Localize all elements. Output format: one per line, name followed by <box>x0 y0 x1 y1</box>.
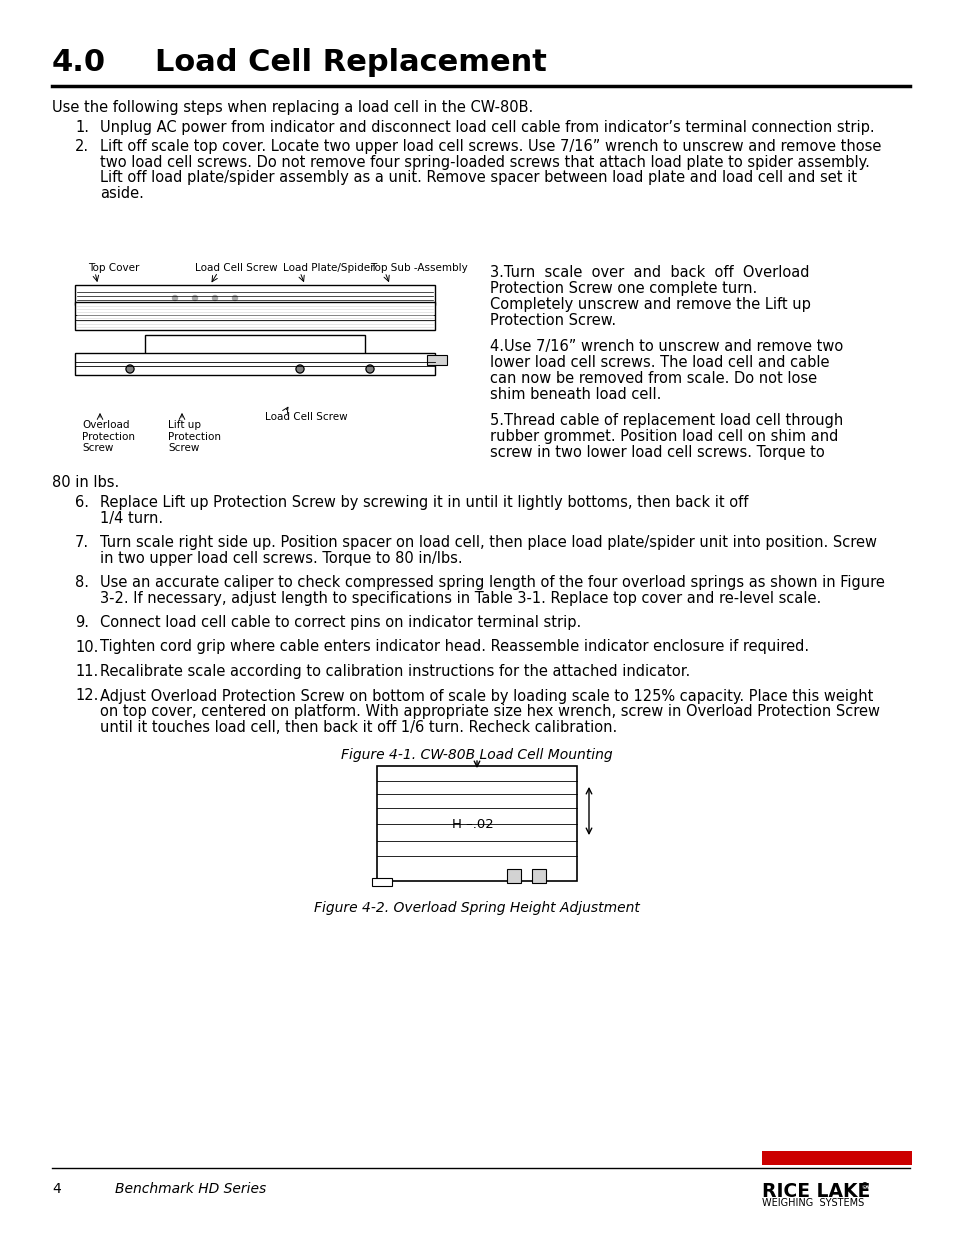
Text: Use the following steps when replacing a load cell in the CW-80B.: Use the following steps when replacing a… <box>52 100 533 115</box>
Circle shape <box>233 295 237 300</box>
Text: Top Cover: Top Cover <box>88 263 139 273</box>
Text: Protection Screw.: Protection Screw. <box>490 312 616 329</box>
Bar <box>75 303 435 330</box>
Text: Overload
Protection
Screw: Overload Protection Screw <box>82 420 135 453</box>
Text: shim beneath load cell.: shim beneath load cell. <box>490 387 660 403</box>
Text: 7.: 7. <box>75 535 89 550</box>
Text: Load Cell Screw: Load Cell Screw <box>265 412 347 422</box>
Text: H –.02: H –.02 <box>452 818 494 830</box>
Text: Lift off load plate/spider assembly as a unit. Remove spacer between load plate : Lift off load plate/spider assembly as a… <box>100 170 856 185</box>
Text: WEIGHING  SYSTEMS: WEIGHING SYSTEMS <box>761 1198 863 1208</box>
Text: Lift off scale top cover. Locate two upper load cell screws. Use 7/16” wrench to: Lift off scale top cover. Locate two upp… <box>100 140 881 154</box>
Text: can now be removed from scale. Do not lose: can now be removed from scale. Do not lo… <box>490 370 817 387</box>
Text: screw in two lower load cell screws. Torque to: screw in two lower load cell screws. Tor… <box>490 445 824 459</box>
Text: Protection Screw one complete turn.: Protection Screw one complete turn. <box>490 282 757 296</box>
Text: in two upper load cell screws. Torque to 80 in/lbs.: in two upper load cell screws. Torque to… <box>100 551 462 566</box>
Text: lower load cell screws. The load cell and cable: lower load cell screws. The load cell an… <box>490 354 828 370</box>
Text: 9.: 9. <box>75 615 89 630</box>
Text: until it touches load cell, then back it off 1/6 turn. Recheck calibration.: until it touches load cell, then back it… <box>100 720 617 735</box>
Bar <box>75 353 435 375</box>
Text: ®: ® <box>859 1182 869 1192</box>
Bar <box>506 869 520 883</box>
Text: aside.: aside. <box>100 185 144 200</box>
Bar <box>427 354 447 366</box>
Bar <box>145 335 365 354</box>
Text: 1/4 turn.: 1/4 turn. <box>100 510 163 526</box>
Text: Replace Lift up Protection Screw by screwing it in until it lightly bottoms, the: Replace Lift up Protection Screw by scre… <box>100 495 747 510</box>
Bar <box>376 766 577 881</box>
Text: Connect load cell cable to correct pins on indicator terminal strip.: Connect load cell cable to correct pins … <box>100 615 580 630</box>
Text: Lift up
Protection
Screw: Lift up Protection Screw <box>168 420 221 453</box>
Text: Use an accurate caliper to check compressed spring length of the four overload s: Use an accurate caliper to check compres… <box>100 576 884 590</box>
Text: 10.: 10. <box>75 640 98 655</box>
Circle shape <box>172 295 177 300</box>
Text: Tighten cord grip where cable enters indicator head. Reassemble indicator enclos: Tighten cord grip where cable enters ind… <box>100 640 808 655</box>
Bar <box>532 869 545 883</box>
Text: Recalibrate scale according to calibration instructions for the attached indicat: Recalibrate scale according to calibrati… <box>100 664 690 679</box>
Text: 80 in lbs.: 80 in lbs. <box>52 475 119 490</box>
Text: 4.0: 4.0 <box>52 48 106 77</box>
Text: 3-2. If necessary, adjust length to specifications in Table 3-1. Replace top cov: 3-2. If necessary, adjust length to spec… <box>100 590 821 605</box>
Circle shape <box>366 366 374 373</box>
Text: rubber grommet. Position load cell on shim and: rubber grommet. Position load cell on sh… <box>490 429 838 445</box>
Text: Figure 4-1. CW-80B Load Cell Mounting: Figure 4-1. CW-80B Load Cell Mounting <box>341 748 612 762</box>
Bar <box>372 878 392 885</box>
Bar <box>761 1151 911 1165</box>
Text: 6.: 6. <box>75 495 89 510</box>
Text: 3.Turn  scale  over  and  back  off  Overload: 3.Turn scale over and back off Overload <box>490 266 809 280</box>
Text: 5.Thread cable of replacement load cell through: 5.Thread cable of replacement load cell … <box>490 412 842 429</box>
Text: 4.Use 7/16” wrench to unscrew and remove two: 4.Use 7/16” wrench to unscrew and remove… <box>490 338 842 354</box>
Circle shape <box>213 295 217 300</box>
Bar <box>75 285 435 305</box>
Text: 12.: 12. <box>75 688 98 704</box>
Text: Load Cell Replacement: Load Cell Replacement <box>154 48 546 77</box>
Text: Top Sub -Assembly: Top Sub -Assembly <box>370 263 467 273</box>
Text: Benchmark HD Series: Benchmark HD Series <box>115 1182 266 1195</box>
Text: Turn scale right side up. Position spacer on load cell, then place load plate/sp: Turn scale right side up. Position space… <box>100 535 876 550</box>
Text: Figure 4-2. Overload Spring Height Adjustment: Figure 4-2. Overload Spring Height Adjus… <box>314 902 639 915</box>
Text: two load cell screws. Do not remove four spring-loaded screws that attach load p: two load cell screws. Do not remove four… <box>100 154 869 169</box>
Text: RICE LAKE: RICE LAKE <box>761 1182 869 1200</box>
Text: 2.: 2. <box>75 140 89 154</box>
Text: Load Plate/Spider: Load Plate/Spider <box>283 263 375 273</box>
Text: on top cover, centered on platform. With appropriate size hex wrench, screw in O: on top cover, centered on platform. With… <box>100 704 879 719</box>
Text: 8.: 8. <box>75 576 89 590</box>
Text: Adjust Overload Protection Screw on bottom of scale by loading scale to 125% cap: Adjust Overload Protection Screw on bott… <box>100 688 872 704</box>
Text: 1.: 1. <box>75 120 89 135</box>
Text: 11.: 11. <box>75 664 98 679</box>
Circle shape <box>193 295 197 300</box>
Text: Completely unscrew and remove the Lift up: Completely unscrew and remove the Lift u… <box>490 296 810 312</box>
Text: Unplug AC power from indicator and disconnect load cell cable from indicator’s t: Unplug AC power from indicator and disco… <box>100 120 874 135</box>
Text: Load Cell Screw: Load Cell Screw <box>194 263 277 273</box>
Text: 4: 4 <box>52 1182 61 1195</box>
Circle shape <box>295 366 304 373</box>
Circle shape <box>126 366 133 373</box>
